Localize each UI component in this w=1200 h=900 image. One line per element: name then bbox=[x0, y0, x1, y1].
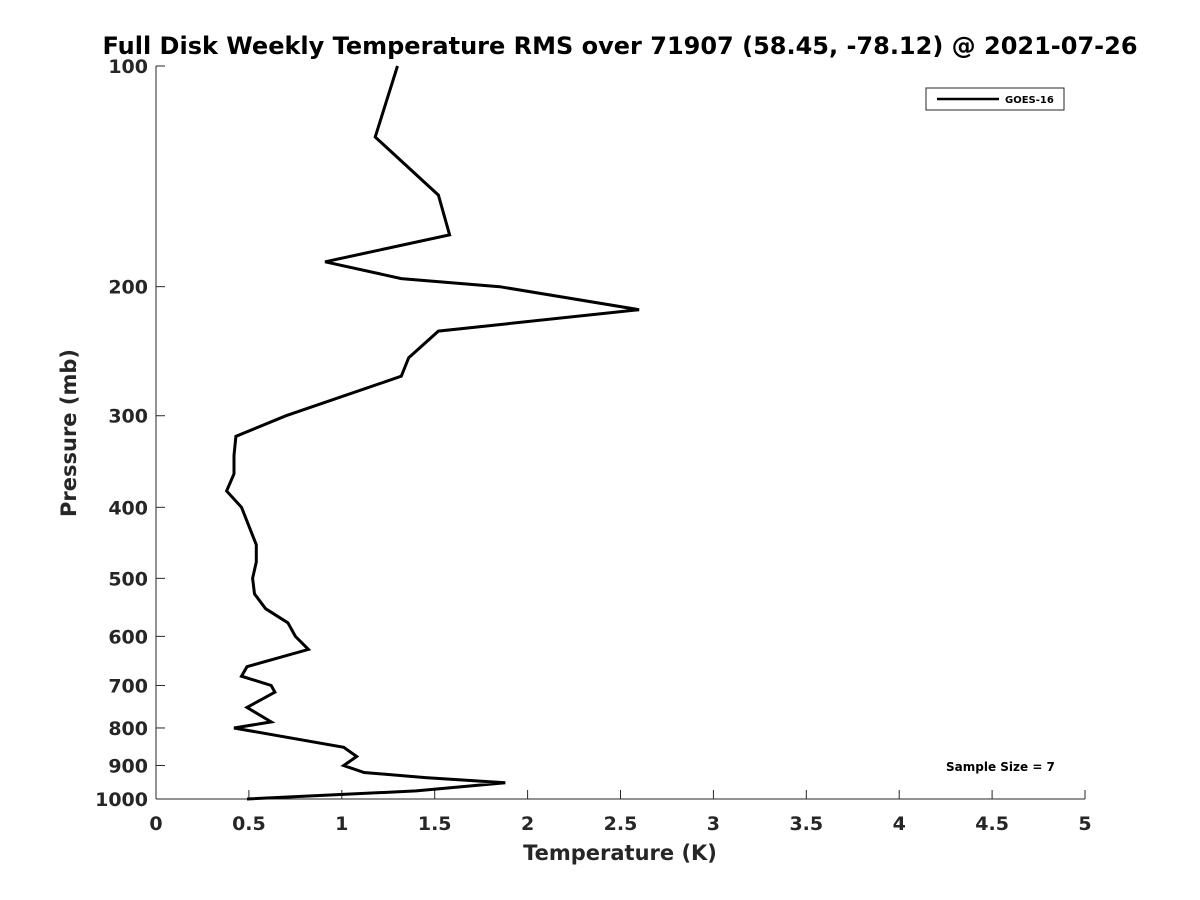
x-tick-label: 1.5 bbox=[418, 813, 452, 835]
y-tick-label: 800 bbox=[108, 718, 148, 740]
y-tick-label: 300 bbox=[108, 406, 148, 428]
x-tick-label: 0.5 bbox=[232, 813, 266, 835]
y-tick-label: 400 bbox=[108, 497, 148, 519]
y-tick-label: 900 bbox=[108, 755, 148, 777]
x-tick-label: 1 bbox=[335, 813, 348, 835]
x-tick-label: 2 bbox=[521, 813, 534, 835]
x-tick-label: 2.5 bbox=[604, 813, 638, 835]
y-tick-label: 1000 bbox=[95, 789, 148, 811]
y-tick-label: 100 bbox=[108, 56, 148, 78]
series-layer bbox=[224, 65, 640, 801]
x-tick-label: 3.5 bbox=[789, 813, 823, 835]
chart-title: Full Disk Weekly Temperature RMS over 71… bbox=[102, 32, 1137, 60]
y-axis-label: Pressure (mb) bbox=[57, 349, 81, 517]
x-tick-label: 4.5 bbox=[975, 813, 1009, 835]
legend-label-goes-16: GOES-16 bbox=[1005, 95, 1054, 106]
y-tick-label: 600 bbox=[108, 626, 148, 648]
sample-size-annotation: Sample Size = 7 bbox=[946, 760, 1055, 774]
y-ticks: 100 200 300 400 500 600 700 800 900 1000 bbox=[95, 56, 165, 811]
y-tick-label: 200 bbox=[108, 277, 148, 299]
legend: GOES-16 bbox=[925, 87, 1065, 111]
x-ticks: 0 0.5 1 1.5 2 2.5 3 3.5 4 4.5 5 bbox=[149, 790, 1092, 835]
series-line-goes-16 bbox=[224, 65, 640, 801]
x-axis-label: Temperature (K) bbox=[523, 841, 717, 865]
y-tick-label: 700 bbox=[108, 675, 148, 697]
x-tick-label: 5 bbox=[1078, 813, 1091, 835]
y-tick-label: 500 bbox=[108, 568, 148, 590]
x-tick-label: 3 bbox=[707, 813, 720, 835]
x-tick-label: 0 bbox=[149, 813, 162, 835]
x-tick-label: 4 bbox=[893, 813, 906, 835]
